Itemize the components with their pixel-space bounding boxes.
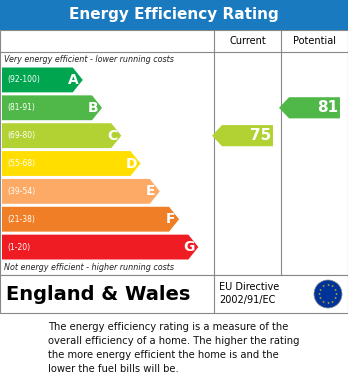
Text: (21-38): (21-38) [7, 215, 35, 224]
Text: Very energy efficient - lower running costs: Very energy efficient - lower running co… [4, 54, 174, 63]
Text: EU Directive: EU Directive [219, 282, 279, 292]
Text: E: E [146, 185, 156, 198]
Text: ★: ★ [318, 292, 321, 296]
Text: ★: ★ [319, 296, 322, 300]
Text: ★: ★ [334, 288, 337, 292]
Text: Energy Efficiency Rating: Energy Efficiency Rating [69, 7, 279, 23]
Text: G: G [184, 240, 195, 254]
Polygon shape [2, 235, 198, 260]
Polygon shape [212, 125, 273, 146]
Text: (69-80): (69-80) [7, 131, 35, 140]
Bar [0, 0, 348, 30]
Text: The energy efficiency rating is a measure of the
overall efficiency of a home. T: The energy efficiency rating is a measur… [48, 322, 300, 374]
Text: F: F [165, 212, 175, 226]
Text: (81-91): (81-91) [7, 103, 35, 112]
Circle shape [314, 280, 342, 308]
Text: ★: ★ [331, 285, 334, 289]
Text: ★: ★ [334, 296, 337, 300]
Text: 81: 81 [317, 100, 338, 115]
Text: (1-20): (1-20) [7, 242, 30, 251]
Text: ★: ★ [322, 300, 325, 303]
Polygon shape [2, 68, 83, 92]
Polygon shape [2, 207, 179, 231]
Text: Potential: Potential [293, 36, 336, 46]
Text: ★: ★ [319, 288, 322, 292]
Text: D: D [126, 156, 137, 170]
Polygon shape [2, 151, 141, 176]
Polygon shape [2, 179, 160, 204]
Text: 2002/91/EC: 2002/91/EC [219, 295, 275, 305]
Text: ★: ★ [322, 285, 325, 289]
Text: Not energy efficient - higher running costs: Not energy efficient - higher running co… [4, 264, 174, 273]
Text: C: C [107, 129, 117, 143]
Polygon shape [279, 97, 340, 118]
Text: ★: ★ [326, 283, 330, 287]
Text: England & Wales: England & Wales [6, 285, 190, 303]
Polygon shape [2, 123, 121, 148]
Bar [0, 275, 348, 313]
Bar [0, 30, 348, 275]
Text: ★: ★ [331, 300, 334, 303]
Text: (55-68): (55-68) [7, 159, 35, 168]
Text: B: B [88, 101, 98, 115]
Polygon shape [2, 95, 102, 120]
Text: 75: 75 [250, 128, 271, 143]
Text: (39-54): (39-54) [7, 187, 35, 196]
Text: A: A [69, 73, 79, 87]
Text: ★: ★ [335, 292, 338, 296]
Text: (92-100): (92-100) [7, 75, 40, 84]
Text: ★: ★ [326, 301, 330, 305]
Text: Current: Current [229, 36, 266, 46]
